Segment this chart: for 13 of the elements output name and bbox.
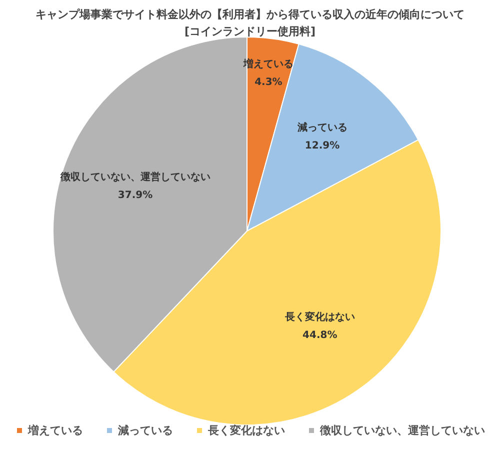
chart-subtitle: [コインランドリー使用料] [184,25,316,38]
legend-label: 徴収していない、運営していない [319,424,485,437]
slice-label: 徴収していない、運営していない [59,171,210,184]
data-label: 4.3% [254,76,282,88]
data-label: 37.9% [118,190,153,202]
chart-title: キャンプ場事業でサイト料金以外の【利用者】から得ている収入の近年の傾向について [36,8,464,21]
legend-label: 増えている [27,424,83,437]
legend-label: 減っている [117,424,173,437]
slice-label: 減っている [296,122,348,134]
legend-label: 長く変化はない [207,424,285,437]
slice-label: 長く変化はない [284,311,355,324]
data-label: 12.9% [304,140,340,152]
data-label: 44.8% [302,330,338,342]
